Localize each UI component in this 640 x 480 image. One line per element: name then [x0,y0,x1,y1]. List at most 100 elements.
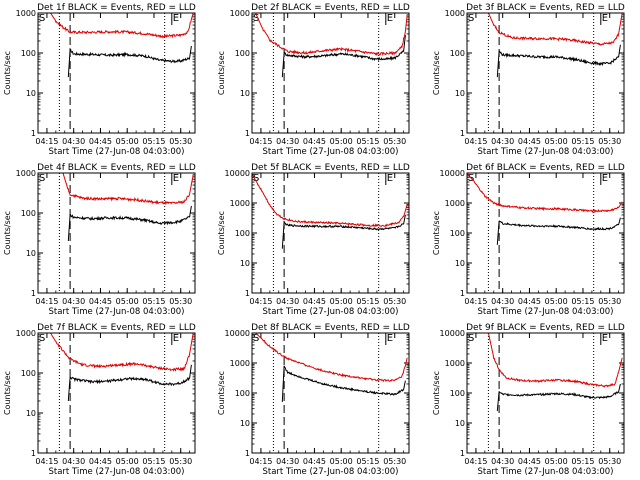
x-tick-label: 04:15 [35,457,58,466]
x-tick-label: 04:45 [89,297,112,306]
x-tick-label: 05:00 [116,457,139,466]
x-tick-label: 05:15 [571,137,594,146]
y-tick-label: 1000 [445,359,465,368]
y-tick-label: 10 [240,419,250,428]
series-line-events [67,205,192,242]
y-tick-label: 10 [455,419,465,428]
time-marker-label: S [39,333,45,344]
chart-title: Det 3f BLACK = Events, RED = LLD [466,3,625,13]
x-tick-label: 04:30 [276,297,299,306]
y-tick-label: 10 [26,409,36,418]
x-axis-label: Start Time (27-Jun-08 04:03:00) [49,307,185,317]
y-axis-label: Counts/sec [217,51,226,95]
chart-panel-8: Det 8f BLACK = Events, RED = LLD 1 10 100 10… [217,323,410,477]
chart-title: Det 8f BLACK = Events, RED = LLD [251,323,410,333]
time-marker-label: S [39,13,45,24]
chart-title: Det 5f BLACK = Events, RED = LLD [251,163,410,173]
x-tick-label: 05:00 [330,137,353,146]
plot-frame [37,12,196,134]
chart-title: Det 4f BLACK = Events, RED = LLD [37,163,196,173]
chart-title: Det 1f BLACK = Events, RED = LLD [37,3,196,13]
chart-panel-4: Det 4f BLACK = Events, RED = LLD 1 10 100 10… [3,163,196,317]
chart-panel-3: Det 3f BLACK = Events, RED = LLD 1 10 100 10… [432,3,625,157]
x-tick-label: 04:15 [249,137,272,146]
x-tick-label: 05:30 [169,457,192,466]
y-tick-label: 10 [240,259,250,268]
x-tick-label: 05:15 [356,297,379,306]
x-tick-label: 05:00 [116,137,139,146]
y-axis-label: Counts/sec [3,211,12,255]
x-tick-label: 04:45 [303,457,326,466]
series-line-events [496,383,621,412]
series-line-lld [466,172,623,214]
x-tick-label: 04:15 [464,297,487,306]
time-marker-label: S [468,13,474,24]
time-marker-label: E [602,333,608,344]
y-tick-label: 1 [460,129,465,138]
y-tick-label: 10 [240,89,250,98]
x-tick-label: 05:00 [545,297,568,306]
x-axis-label: Start Time (27-Jun-08 04:03:00) [263,467,399,477]
x-tick-label: 04:30 [491,457,514,466]
y-tick-label: 1 [31,129,36,138]
time-marker-label: E [387,333,393,344]
plot-frame [466,332,625,454]
y-axis-label: Counts/sec [3,51,12,95]
x-tick-label: 05:00 [545,137,568,146]
chart-panel-9: Det 9f BLACK = Events, RED = LLD 1 10 100 10… [432,323,625,477]
y-tick-label: 1 [460,449,465,458]
y-tick-label: 1000 [16,9,36,18]
x-tick-label: 05:30 [598,457,621,466]
y-tick-label: 10 [26,89,36,98]
series-line-events [281,214,406,249]
x-tick-label: 04:30 [491,297,514,306]
y-tick-label: 1000 [230,9,250,18]
x-tick-label: 05:00 [330,297,353,306]
series-line-events [496,44,621,78]
x-axis-label: Start Time (27-Jun-08 04:03:00) [49,467,185,477]
series-line-lld [62,172,194,206]
x-tick-label: 04:15 [249,297,272,306]
chart-title: Det 9f BLACK = Events, RED = LLD [466,323,625,333]
x-tick-label: 05:30 [383,297,406,306]
y-axis-label: Counts/sec [432,371,441,415]
y-tick-label: 1 [460,289,465,298]
y-tick-label: 1000 [230,359,250,368]
x-axis-label: Start Time (27-Jun-08 04:03:00) [263,307,399,317]
x-tick-label: 05:00 [330,457,353,466]
y-tick-label: 10000 [440,329,465,338]
plot-frame [251,172,410,294]
y-tick-label: 100 [235,389,250,398]
x-tick-label: 05:30 [169,137,192,146]
chart-panel-6: Det 6f BLACK = Events, RED = LLD 1 10 100 10… [432,163,625,317]
y-tick-label: 1000 [230,199,250,208]
time-marker-label: S [253,173,259,184]
time-marker-label: E [602,173,608,184]
x-tick-label: 04:45 [89,137,112,146]
x-tick-label: 05:15 [356,457,379,466]
x-tick-label: 04:15 [464,137,487,146]
series-line-lld [50,12,194,39]
x-tick-label: 04:15 [464,457,487,466]
y-tick-label: 100 [450,389,465,398]
x-tick-label: 05:30 [598,297,621,306]
y-tick-label: 1000 [16,169,36,178]
series-line-events [281,35,406,78]
x-tick-label: 05:00 [545,457,568,466]
plot-frame [251,332,410,454]
x-tick-label: 04:30 [62,137,85,146]
y-tick-label: 100 [235,49,250,58]
x-tick-label: 05:30 [598,137,621,146]
plot-frame [466,172,625,294]
x-axis-label: Start Time (27-Jun-08 04:03:00) [263,147,399,157]
chart-title: Det 2f BLACK = Events, RED = LLD [251,3,410,13]
x-tick-label: 05:15 [142,457,165,466]
plot-frame [251,12,410,134]
chart-panel-5: Det 5f BLACK = Events, RED = LLD 1 10 100 10… [217,163,410,317]
x-tick-label: 04:15 [35,297,58,306]
x-tick-label: 04:15 [35,137,58,146]
x-tick-label: 04:45 [518,297,541,306]
chart-title: Det 7f BLACK = Events, RED = LLD [37,323,196,333]
y-tick-label: 100 [21,49,36,58]
